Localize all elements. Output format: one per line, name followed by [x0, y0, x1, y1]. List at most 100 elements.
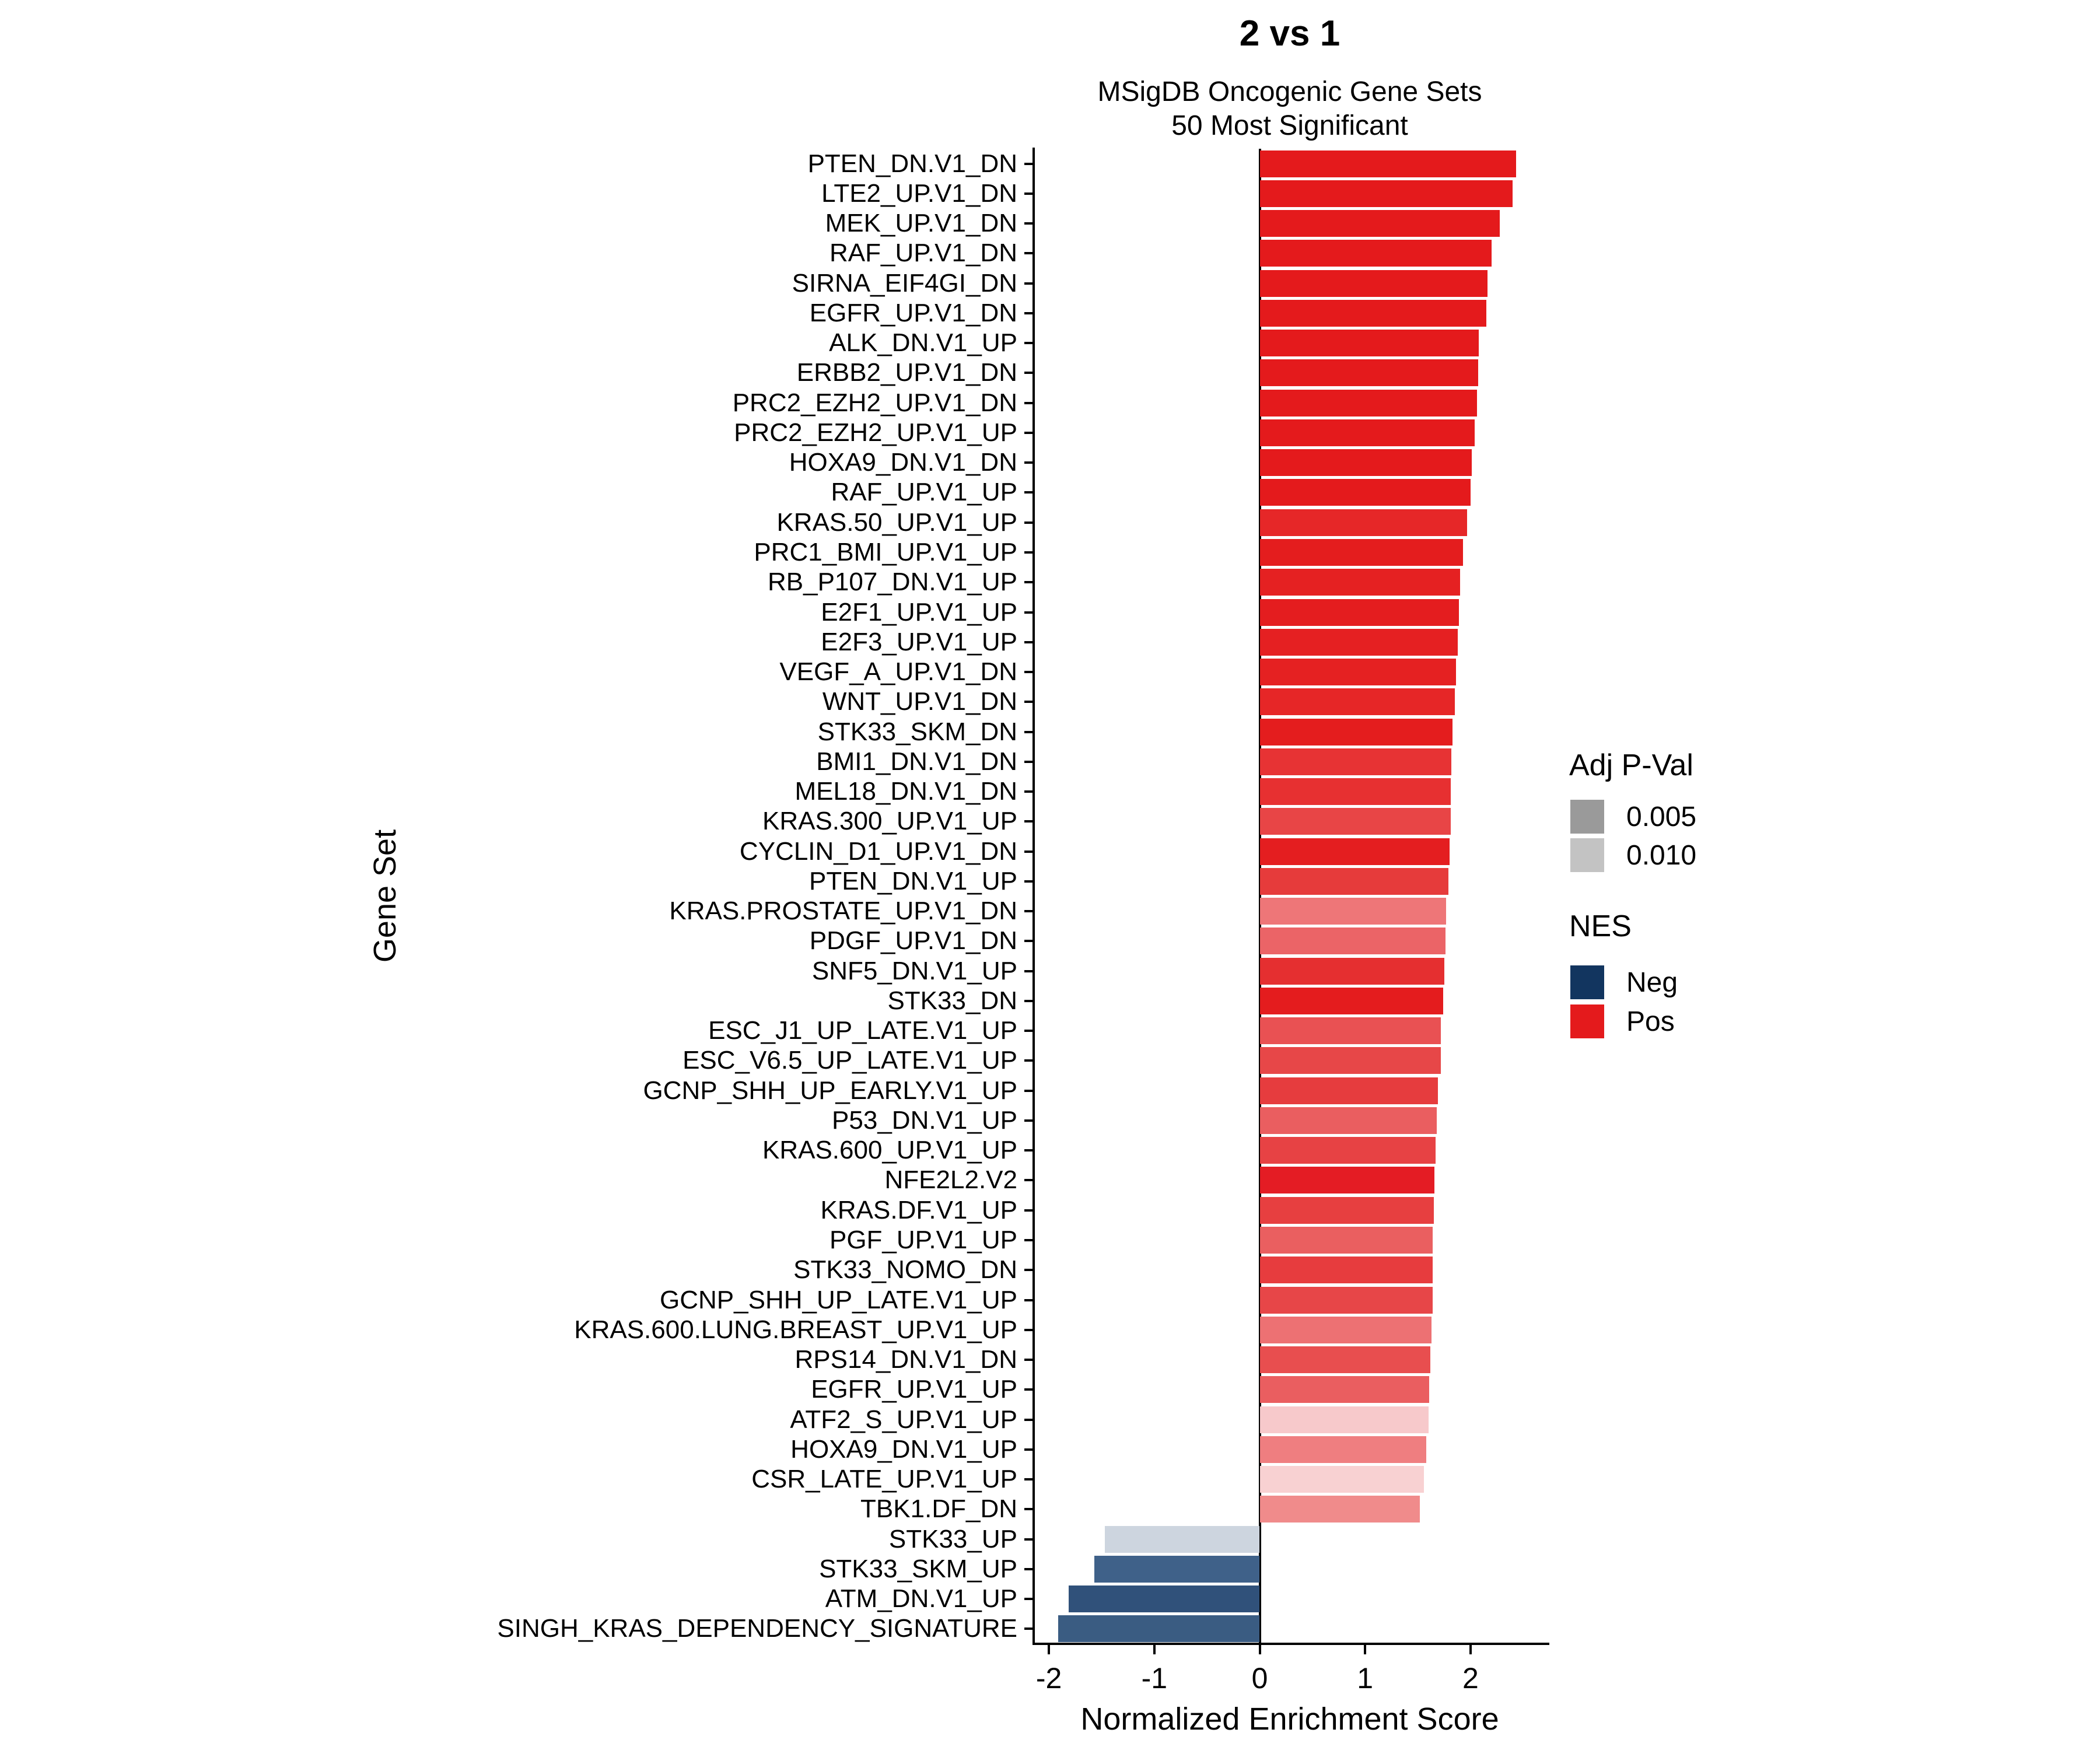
nes-bar — [1259, 659, 1456, 686]
gene-set-label: KRAS.600.LUNG.BREAST_UP.V1_UP — [574, 1315, 1017, 1344]
y-tick — [1024, 252, 1032, 255]
nes-bar — [1259, 150, 1516, 177]
y-tick — [1024, 1089, 1032, 1092]
legend-nes-title: NES — [1569, 909, 1632, 943]
nes-bar — [1259, 389, 1477, 416]
gene-set-label: ESC_V6.5_UP_LATE.V1_UP — [682, 1046, 1017, 1075]
x-tick-label: -1 — [1141, 1662, 1168, 1695]
nes-bar — [1259, 210, 1500, 237]
gene-set-label: TBK1.DF_DN — [860, 1494, 1017, 1524]
nes-bar — [1259, 449, 1472, 477]
nes-bar — [1259, 240, 1492, 267]
gene-set-label: PTEN_DN.V1_UP — [808, 866, 1017, 895]
gene-set-label: STK33_SKM_DN — [817, 717, 1017, 746]
gene-set-label: MEK_UP.V1_DN — [825, 209, 1017, 238]
gene-set-label: KRAS.DF.V1_UP — [820, 1195, 1017, 1224]
y-tick — [1024, 1328, 1032, 1331]
gene-set-label: PRC1_BMI_UP.V1_UP — [754, 538, 1017, 566]
x-tick-label: 1 — [1357, 1662, 1374, 1695]
y-tick — [1024, 1598, 1032, 1601]
legend-label-0.005: 0.005 — [1626, 802, 1697, 832]
x-tick-label: -2 — [1035, 1662, 1062, 1695]
nes-bar — [1259, 748, 1452, 775]
y-tick — [1024, 1418, 1032, 1421]
page-title: 2 vs 1 — [1239, 13, 1340, 54]
x-tick — [1048, 1645, 1051, 1654]
y-tick — [1024, 701, 1032, 704]
gene-set-label: STK33_SKM_UP — [819, 1554, 1017, 1583]
nes-bar — [1259, 299, 1486, 327]
x-tick — [1153, 1645, 1156, 1654]
y-tick — [1024, 671, 1032, 674]
gene-set-label: RAF_UP.V1_UP — [831, 478, 1017, 507]
gene-set-label: ATM_DN.V1_UP — [825, 1584, 1017, 1614]
chart-subtitle-line1: MSigDB Oncogenic Gene Sets — [1097, 76, 1482, 107]
gene-set-label: GCNP_SHH_UP_EARLY.V1_UP — [643, 1076, 1017, 1105]
legend-label-neg: Neg — [1626, 967, 1678, 998]
y-tick — [1024, 1508, 1032, 1511]
nes-bar — [1259, 1376, 1430, 1404]
gene-set-label: PRC2_EZH2_UP.V1_UP — [734, 418, 1017, 447]
legend-swatch-0.010 — [1570, 838, 1604, 872]
gene-set-label: LTE2_UP.V1_DN — [821, 178, 1017, 208]
gene-set-label: STK33_UP — [888, 1524, 1017, 1553]
nes-bar — [1058, 1615, 1260, 1643]
x-tick-label: 2 — [1462, 1662, 1479, 1695]
nes-bar — [1259, 1047, 1441, 1074]
gene-set-label: E2F1_UP.V1_UP — [821, 597, 1017, 626]
y-tick — [1024, 372, 1032, 374]
nes-bar — [1259, 479, 1471, 506]
gene-set-label: ERBB2_UP.V1_DN — [796, 358, 1017, 387]
y-tick — [1024, 581, 1032, 584]
y-tick — [1024, 162, 1032, 165]
x-axis-title: Normalized Enrichment Score — [1080, 1702, 1499, 1737]
nes-bar — [1259, 598, 1460, 626]
gene-set-label: STK33_DN — [887, 986, 1017, 1015]
gene-set-label: ATF2_S_UP.V1_UP — [790, 1405, 1017, 1434]
y-tick — [1024, 910, 1032, 913]
gene-set-label: KRAS.50_UP.V1_UP — [776, 508, 1017, 537]
y-tick — [1024, 1359, 1032, 1362]
nes-bar — [1259, 359, 1478, 387]
x-tick-label: 0 — [1251, 1662, 1268, 1695]
y-tick — [1024, 401, 1032, 404]
nes-bar — [1259, 1107, 1437, 1134]
x-axis-line — [1032, 1643, 1549, 1645]
gene-set-label: EGFR_UP.V1_DN — [809, 298, 1017, 327]
nes-bar — [1259, 1346, 1431, 1374]
x-tick — [1469, 1645, 1472, 1654]
nes-bar — [1259, 957, 1444, 985]
nes-bar — [1259, 928, 1446, 955]
nes-bar — [1259, 688, 1455, 716]
nes-bar — [1259, 1226, 1433, 1254]
gene-set-label: RAF_UP.V1_DN — [830, 239, 1017, 268]
gene-set-label: PGF_UP.V1_UP — [829, 1225, 1017, 1254]
y-tick — [1024, 461, 1032, 464]
y-tick — [1024, 192, 1032, 195]
nes-bar — [1259, 1167, 1435, 1194]
nes-bar — [1259, 1496, 1420, 1523]
nes-bar — [1259, 330, 1479, 357]
gene-set-label: KRAS.PROSTATE_UP.V1_DN — [669, 897, 1017, 926]
nes-bar — [1259, 718, 1453, 746]
y-axis-line — [1032, 148, 1035, 1645]
legend-label-0.010: 0.010 — [1626, 840, 1697, 871]
x-tick — [1258, 1645, 1261, 1654]
y-tick — [1024, 491, 1032, 494]
y-tick — [1024, 312, 1032, 314]
gene-set-label: BMI1_DN.V1_DN — [816, 747, 1017, 776]
nes-bar — [1259, 1436, 1426, 1463]
y-tick — [1024, 342, 1032, 345]
y-tick — [1024, 1209, 1032, 1212]
nes-bar — [1259, 509, 1468, 536]
y-tick — [1024, 820, 1032, 823]
nes-bar — [1259, 539, 1464, 566]
nes-bar — [1259, 180, 1513, 207]
nes-bar — [1259, 898, 1447, 925]
nes-bar — [1259, 808, 1451, 835]
y-tick — [1024, 1628, 1032, 1630]
nes-bar — [1259, 270, 1488, 297]
y-tick — [1024, 1030, 1032, 1032]
